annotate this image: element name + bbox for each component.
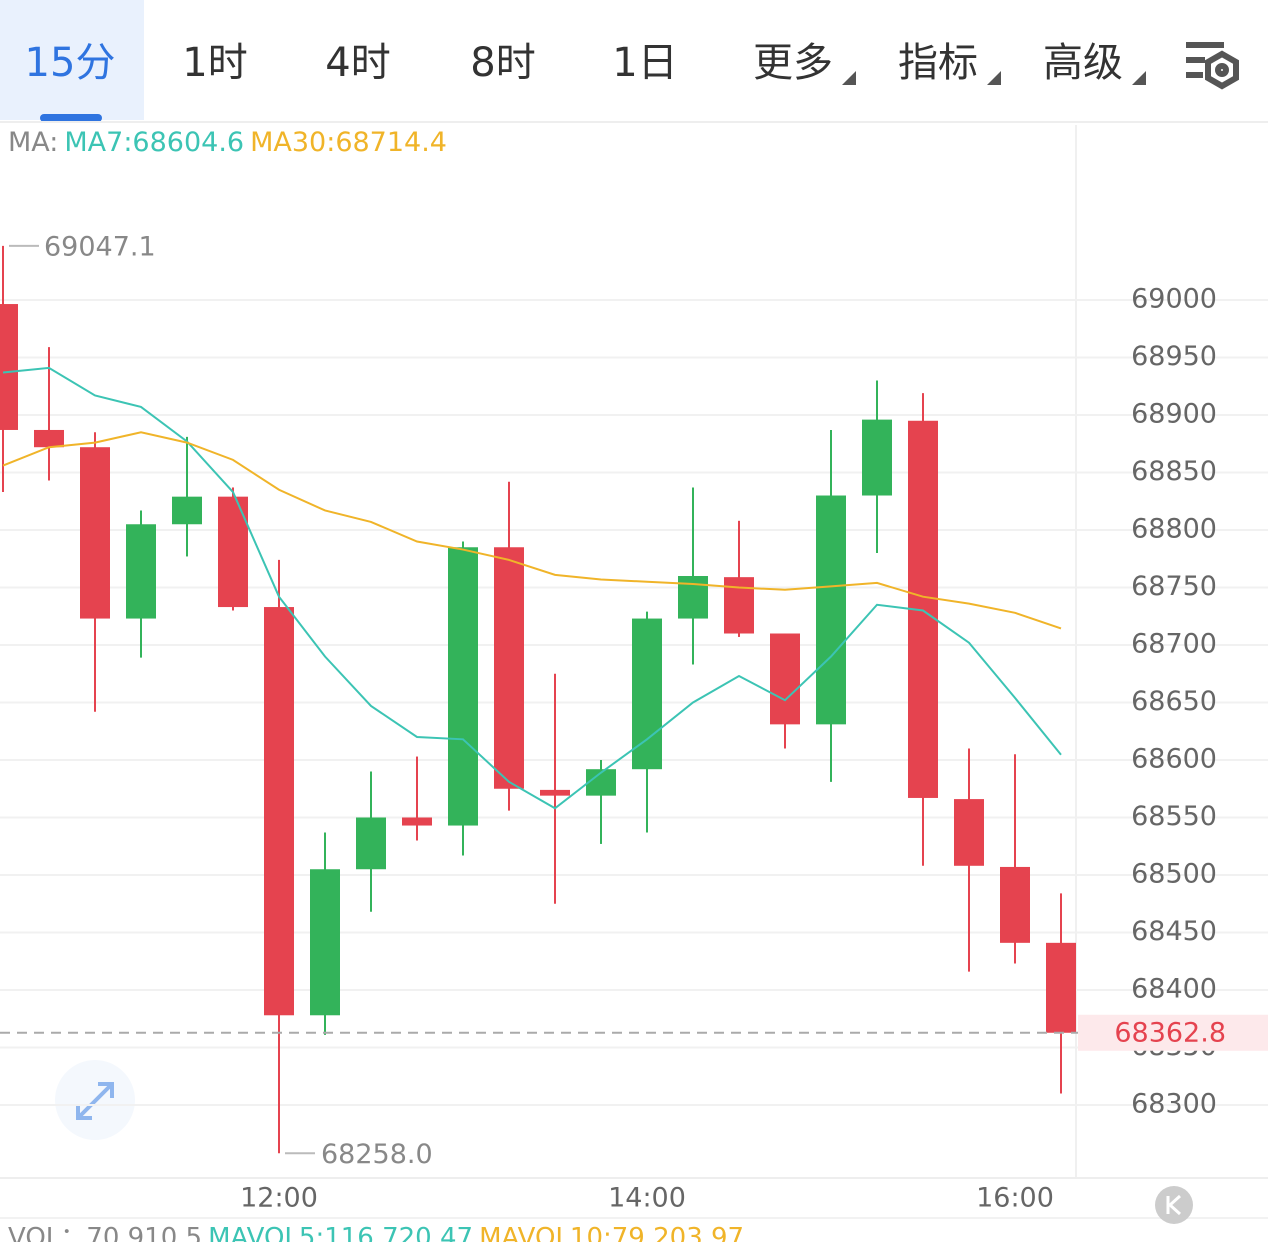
ma-line <box>2 366 1062 810</box>
y-tick-label: 68600 <box>1131 743 1217 774</box>
candle-body <box>540 789 570 796</box>
x-tick-label: 16:00 <box>976 1183 1054 1214</box>
tab[interactable]: 高级 <box>1043 40 1123 86</box>
y-tick-label: 68450 <box>1131 916 1217 947</box>
last-price-box <box>1078 1014 1268 1051</box>
legend-item: MA30:68714.4 <box>250 127 447 158</box>
y-tick-label: 68900 <box>1131 399 1217 430</box>
y-tick-label: 68300 <box>1131 1088 1217 1119</box>
dropdown-arrows <box>842 71 1146 85</box>
candle-body <box>402 817 432 826</box>
settings-icon[interactable] <box>1186 42 1239 90</box>
y-tick-label: 68700 <box>1131 629 1217 660</box>
x-tick-label: 14:00 <box>608 1183 686 1214</box>
y-tick-label: 68950 <box>1131 341 1217 372</box>
candle-body <box>310 869 340 1016</box>
volume-legend: VOL：70,910.5 MAVOL5:116,720.47 MAVOL10:79,… <box>8 1223 744 1242</box>
legend: MA: MA7:68604.6 MA30:68714.4 <box>8 127 447 158</box>
active-tab-indicator <box>40 114 102 122</box>
candle-body <box>264 607 294 1016</box>
candle-body <box>448 547 478 826</box>
y-tick-label: 68400 <box>1131 973 1217 1004</box>
low-label: 68258.0 <box>321 1139 433 1170</box>
candle-body <box>172 496 202 525</box>
expand-button[interactable] <box>55 1060 135 1140</box>
tab[interactable]: 15分 <box>25 40 116 86</box>
candle-body <box>770 633 800 725</box>
candle-body <box>724 577 754 634</box>
candle-body <box>632 618 662 770</box>
y-tick-label: 68850 <box>1131 456 1217 487</box>
legend-prefix: MA: <box>8 127 58 158</box>
volume-item: MAVOL10:79,203.97 <box>479 1223 744 1242</box>
y-tick-label: 68500 <box>1131 858 1217 889</box>
candle-body <box>34 429 64 448</box>
y-tick-label: 68800 <box>1131 514 1217 545</box>
y-tick-label: 68550 <box>1131 801 1217 832</box>
last-price-label: 68362.8 <box>1114 1017 1226 1048</box>
candle-body <box>816 495 846 725</box>
candle-body <box>862 419 892 496</box>
legend-item: MA7:68604.6 <box>64 127 244 158</box>
y-tick-label: 68750 <box>1131 571 1217 602</box>
candle-body <box>1000 866 1030 943</box>
tab[interactable]: 1时 <box>182 40 247 86</box>
tab[interactable]: 8时 <box>470 40 535 86</box>
ma-line <box>2 431 1062 630</box>
candle-body <box>678 576 708 619</box>
tab[interactable]: 更多 <box>753 40 833 86</box>
x-tick-label: 12:00 <box>240 1183 318 1214</box>
candle-body <box>954 799 984 866</box>
k-button[interactable] <box>1155 1186 1193 1224</box>
active-tab-bg <box>0 0 144 120</box>
candle-body <box>494 547 524 789</box>
tab[interactable]: 1日 <box>612 40 677 86</box>
candle-body <box>356 817 386 870</box>
high-label: 69047.1 <box>44 231 156 262</box>
volume-item: MAVOL5:116,720.47 <box>208 1223 473 1242</box>
candle-body <box>80 447 110 619</box>
candle-body <box>0 304 18 430</box>
candle-body <box>1046 942 1076 1033</box>
candle-body <box>126 524 156 619</box>
volume-item: VOL：70,910.5 <box>8 1223 202 1242</box>
tab[interactable]: 指标 <box>898 40 978 86</box>
y-tick-label: 68650 <box>1131 686 1217 717</box>
tab[interactable]: 4时 <box>325 40 390 86</box>
y-tick-label: 69000 <box>1131 284 1217 315</box>
candle-body <box>218 496 248 608</box>
